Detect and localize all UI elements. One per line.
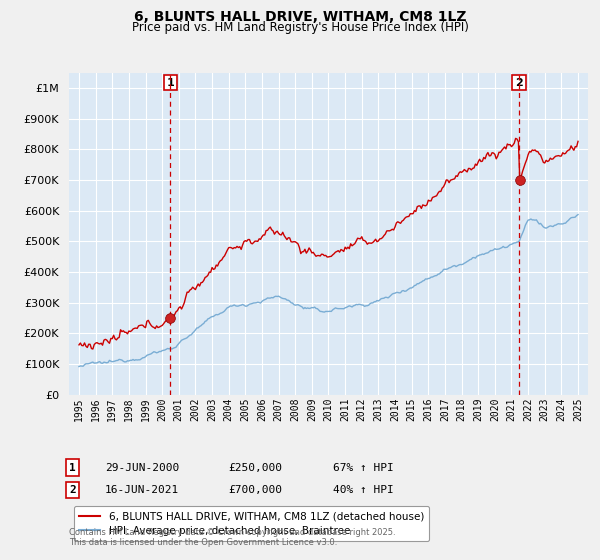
Text: £700,000: £700,000 [228, 485, 282, 495]
Text: 67% ↑ HPI: 67% ↑ HPI [333, 463, 394, 473]
Text: 16-JUN-2021: 16-JUN-2021 [105, 485, 179, 495]
Text: 1: 1 [167, 78, 175, 87]
Text: 40% ↑ HPI: 40% ↑ HPI [333, 485, 394, 495]
Text: 1: 1 [69, 463, 76, 473]
Text: 2: 2 [69, 485, 76, 495]
Text: £250,000: £250,000 [228, 463, 282, 473]
Text: Contains HM Land Registry data © Crown copyright and database right 2025.
This d: Contains HM Land Registry data © Crown c… [69, 528, 395, 547]
Text: 6, BLUNTS HALL DRIVE, WITHAM, CM8 1LZ: 6, BLUNTS HALL DRIVE, WITHAM, CM8 1LZ [134, 10, 466, 24]
Text: 2: 2 [515, 78, 523, 87]
Legend: 6, BLUNTS HALL DRIVE, WITHAM, CM8 1LZ (detached house), HPI: Average price, deta: 6, BLUNTS HALL DRIVE, WITHAM, CM8 1LZ (d… [74, 506, 429, 541]
Text: Price paid vs. HM Land Registry's House Price Index (HPI): Price paid vs. HM Land Registry's House … [131, 21, 469, 34]
Text: 29-JUN-2000: 29-JUN-2000 [105, 463, 179, 473]
